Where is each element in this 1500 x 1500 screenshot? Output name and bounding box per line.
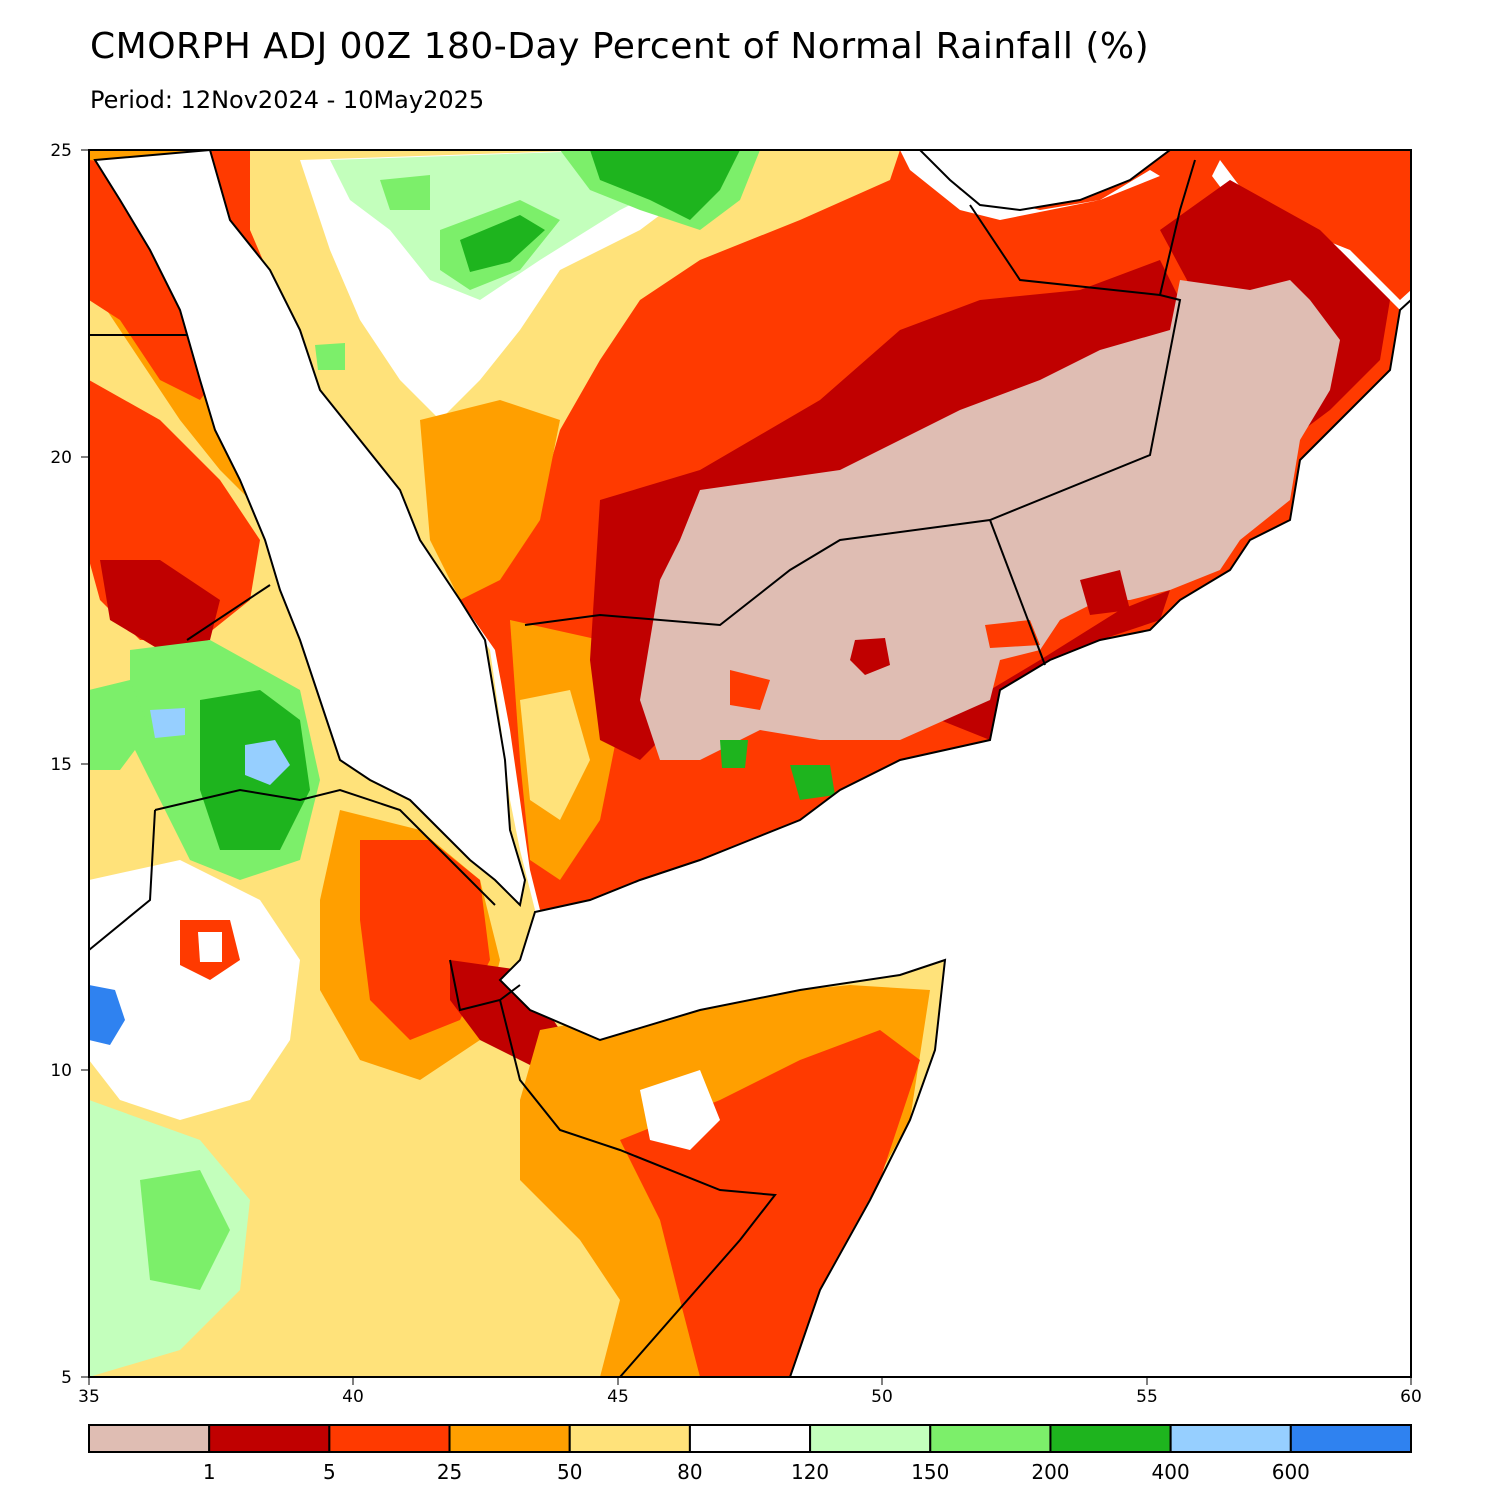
x-tick-label: 35 [78, 1387, 100, 1407]
colorbar-label: 400 [1152, 1460, 1190, 1484]
y-axis: 5 10 15 20 25 [50, 141, 89, 1388]
colorbar-label: 150 [911, 1460, 949, 1484]
y-tick-label: 15 [50, 755, 72, 775]
x-tick-label: 45 [607, 1387, 629, 1407]
colorbar-swatch [568, 1424, 691, 1453]
gulf-of-aden [498, 298, 1411, 1377]
country-borders [88, 159, 1196, 1378]
colorbar-label: 1 [203, 1460, 216, 1484]
y-tick-label: 5 [61, 1368, 72, 1388]
colorbar-label: 80 [677, 1460, 702, 1484]
colorbar-swatch [688, 1424, 812, 1453]
x-tick-label: 50 [871, 1387, 893, 1407]
colorbar-label: 5 [323, 1460, 336, 1484]
y-tick-label: 20 [50, 448, 72, 468]
colorbar-swatch [1049, 1424, 1172, 1453]
x-tick-label: 40 [342, 1387, 364, 1407]
colorbar-label: 25 [437, 1460, 462, 1484]
colorbar-swatch [809, 1424, 932, 1453]
colorbar-label: 200 [1031, 1460, 1069, 1484]
colorbar-swatch [929, 1424, 1052, 1453]
colorbar-swatch [448, 1424, 571, 1453]
period-subtitle: Period: 12Nov2024 - 10May2025 [90, 86, 485, 114]
colorbar-swatch [1169, 1424, 1292, 1453]
colorbar: 1 5 25 50 80 120 150 200 400 600 [88, 1424, 1413, 1484]
map-field [89, 150, 1411, 1377]
colorbar-swatch [1289, 1424, 1413, 1453]
colorbar-label: 120 [791, 1460, 829, 1484]
colorbar-swatch [208, 1424, 331, 1453]
map-title: CMORPH ADJ 00Z 180-Day Percent of Normal… [90, 26, 1150, 67]
colorbar-label: 50 [557, 1460, 582, 1484]
colorbar-swatch [88, 1424, 211, 1453]
x-tick-label: 60 [1400, 1387, 1422, 1407]
y-tick-label: 10 [50, 1061, 72, 1081]
red-sea [93, 150, 527, 908]
x-tick-label: 55 [1136, 1387, 1158, 1407]
colorbar-label: 600 [1272, 1460, 1310, 1484]
y-tick-label: 25 [50, 141, 72, 161]
x-axis: 35 40 45 50 55 60 [78, 1377, 1422, 1407]
colorbar-swatch [328, 1424, 451, 1453]
